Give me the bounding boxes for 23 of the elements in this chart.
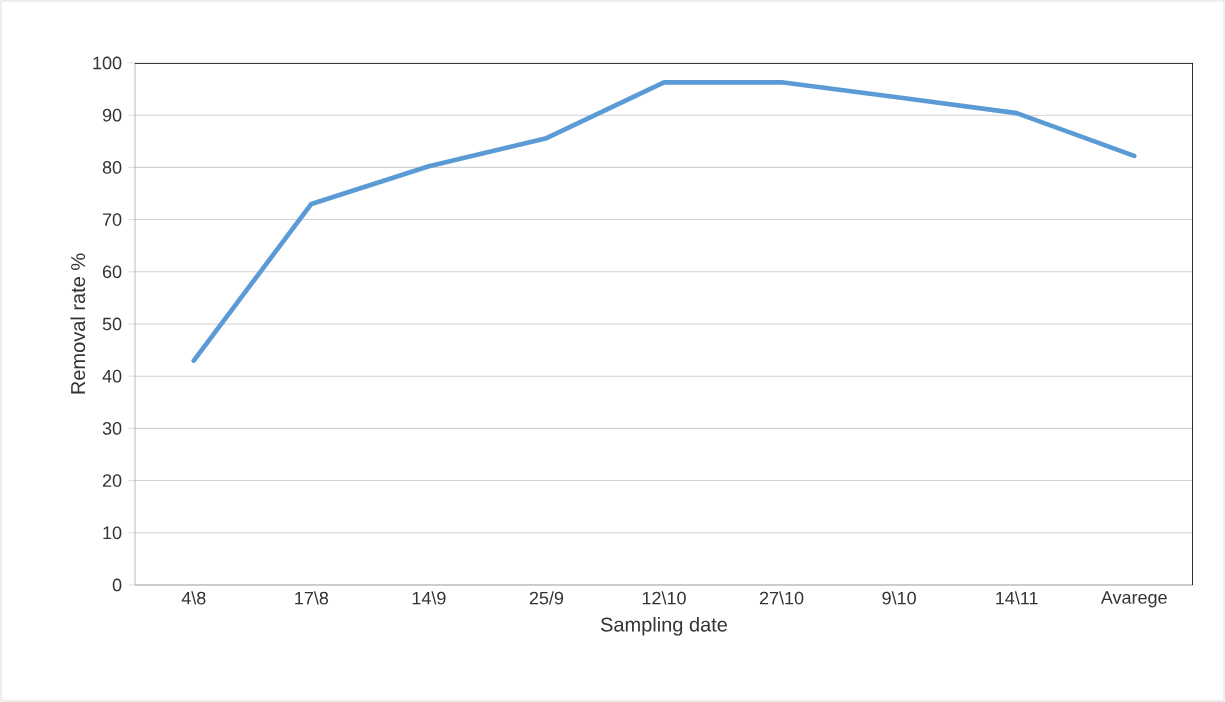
x-tick-label: Avarege [1100, 591, 1167, 608]
y-tick-label: 30 [102, 422, 122, 435]
y-tick-label: 90 [102, 108, 122, 122]
x-tick-label: 14\9 [412, 591, 446, 605]
y-tick-label: 10 [103, 526, 122, 540]
line-series [191, 79, 1137, 363]
y-tick-label: 40 [102, 369, 122, 383]
x-tick-label: 27\10 [759, 591, 804, 605]
y-tick-label: 80 [102, 161, 122, 174]
y-tick-label: 50 [102, 317, 122, 331]
y-tick-label: 100 [93, 56, 122, 70]
x-tick-label: 4\8 [181, 591, 206, 605]
y-axis-title: Removal rate % [70, 253, 86, 394]
y-tick-label: 70 [102, 213, 122, 226]
x-tick-label: 25/9 [529, 591, 564, 605]
y-tick-label: 0 [112, 578, 122, 592]
y-tick-label: 20 [102, 474, 122, 487]
x-tick-label: 12\10 [642, 591, 686, 605]
x-tick-label: 14\11 [996, 591, 1038, 605]
x-axis-title: Sampling date [600, 616, 727, 636]
y-tick-label: 60 [102, 265, 122, 279]
x-tick-label: 9\10 [882, 591, 916, 605]
x-tick-label: 17\8 [295, 591, 329, 605]
